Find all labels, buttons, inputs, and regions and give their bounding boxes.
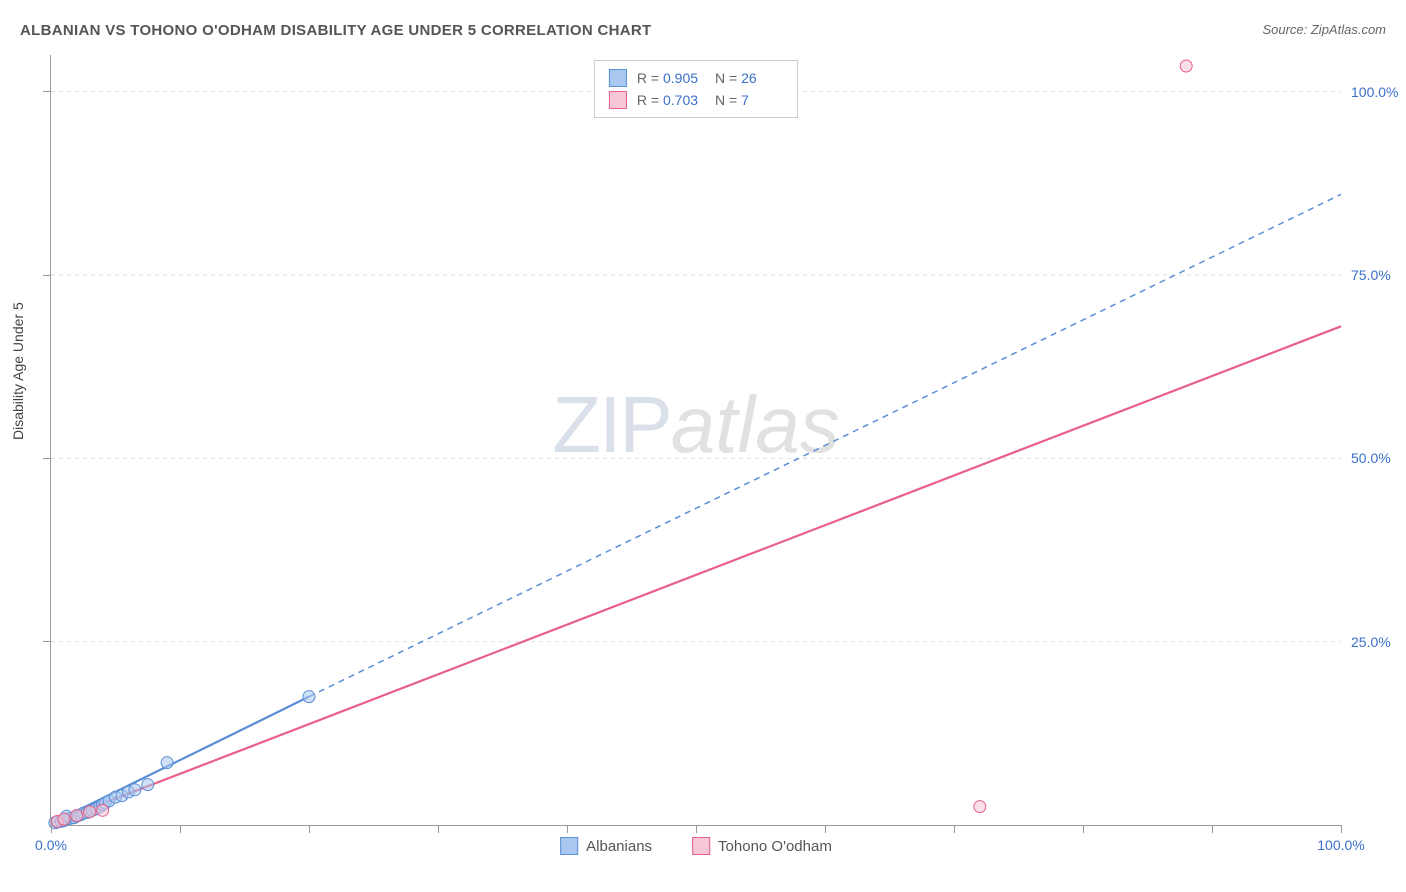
- legend-swatch-0: [560, 837, 578, 855]
- source-attribution: Source: ZipAtlas.com: [1262, 22, 1386, 37]
- data-point: [974, 801, 986, 813]
- chart-title: ALBANIAN VS TOHONO O'ODHAM DISABILITY AG…: [20, 22, 651, 39]
- stats-row-series-1: R = 0.703 N = 7: [609, 89, 783, 111]
- stats-n-value-0: 26: [741, 67, 783, 89]
- stats-n-label: N = 26: [715, 67, 783, 89]
- swatch-series-1: [609, 91, 627, 109]
- stats-n-value-1: 7: [741, 89, 783, 111]
- y-axis-title: Disability Age Under 5: [10, 302, 26, 440]
- y-tick-label: 25.0%: [1351, 634, 1391, 650]
- chart-plot-area: ZIPatlas R = 0.905 N = 26 R = 0.703 N = …: [50, 55, 1341, 826]
- y-tick-label: 100.0%: [1351, 84, 1398, 100]
- legend-item-1: Tohono O'odham: [692, 837, 832, 855]
- stats-r-label: R = 0.905: [637, 67, 705, 89]
- data-point: [84, 806, 96, 818]
- legend-swatch-1: [692, 837, 710, 855]
- data-point: [97, 804, 109, 816]
- legend-label-0: Albanians: [586, 838, 652, 855]
- swatch-series-0: [609, 69, 627, 87]
- stats-legend-box: R = 0.905 N = 26 R = 0.703 N = 7: [594, 60, 798, 118]
- data-point: [58, 813, 70, 825]
- data-point: [161, 757, 173, 769]
- x-tick-label: 0.0%: [35, 837, 67, 853]
- legend-item-0: Albanians: [560, 837, 652, 855]
- bottom-legend: Albanians Tohono O'odham: [560, 837, 832, 855]
- stats-n-label: N = 7: [715, 89, 783, 111]
- data-point: [303, 691, 315, 703]
- legend-label-1: Tohono O'odham: [718, 838, 832, 855]
- y-tick-label: 75.0%: [1351, 267, 1391, 283]
- data-point: [1180, 60, 1192, 72]
- stats-r-value-0: 0.905: [663, 67, 705, 89]
- stats-r-label: R = 0.703: [637, 89, 705, 111]
- data-point: [142, 779, 154, 791]
- scatter-svg: [51, 55, 1341, 825]
- y-tick-label: 50.0%: [1351, 450, 1391, 466]
- stats-r-value-1: 0.703: [663, 89, 705, 111]
- stats-row-series-0: R = 0.905 N = 26: [609, 67, 783, 89]
- data-point: [71, 809, 83, 821]
- x-tick-label: 100.0%: [1317, 837, 1364, 853]
- data-point: [129, 784, 141, 796]
